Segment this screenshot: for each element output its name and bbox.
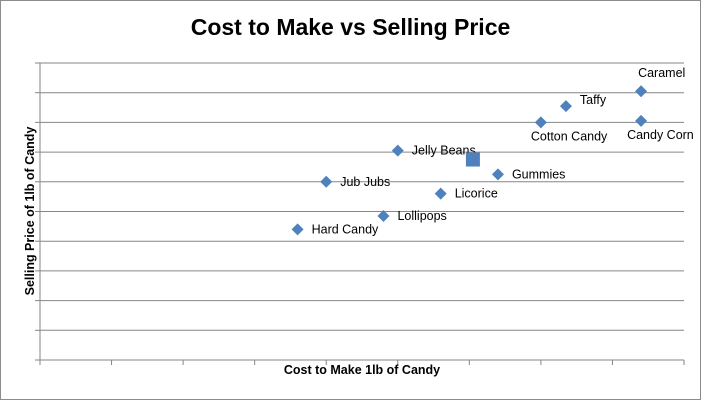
data-label: Hard Candy: [312, 222, 379, 236]
data-point: [491, 168, 504, 181]
y-axis-label: Selling Price of 1lb of Candy: [23, 126, 37, 296]
data-point: [320, 175, 333, 188]
data-label: Jelly Beans: [412, 144, 476, 158]
data-label: Caramel: [638, 66, 685, 80]
highlight-point: [465, 152, 480, 167]
data-point: [434, 187, 447, 200]
x-axis-label: Cost to Make 1lb of Candy: [283, 363, 441, 377]
data-point: [377, 209, 390, 222]
data-point: [635, 114, 648, 127]
data-point: [291, 223, 304, 236]
data-point: [391, 144, 404, 157]
data-label: Jub Jubs: [340, 175, 390, 189]
data-label: Gummies: [512, 167, 565, 181]
data-point: [534, 116, 547, 129]
data-label: Licorice: [455, 187, 498, 201]
data-point: [635, 85, 648, 98]
data-point: [559, 100, 572, 113]
chart-title: Cost to Make vs Selling Price: [190, 14, 511, 40]
data-label: Lollipops: [397, 209, 446, 223]
data-label: Cotton Candy: [531, 129, 608, 143]
data-label: Candy Corn: [627, 128, 694, 142]
data-label: Taffy: [580, 93, 607, 107]
